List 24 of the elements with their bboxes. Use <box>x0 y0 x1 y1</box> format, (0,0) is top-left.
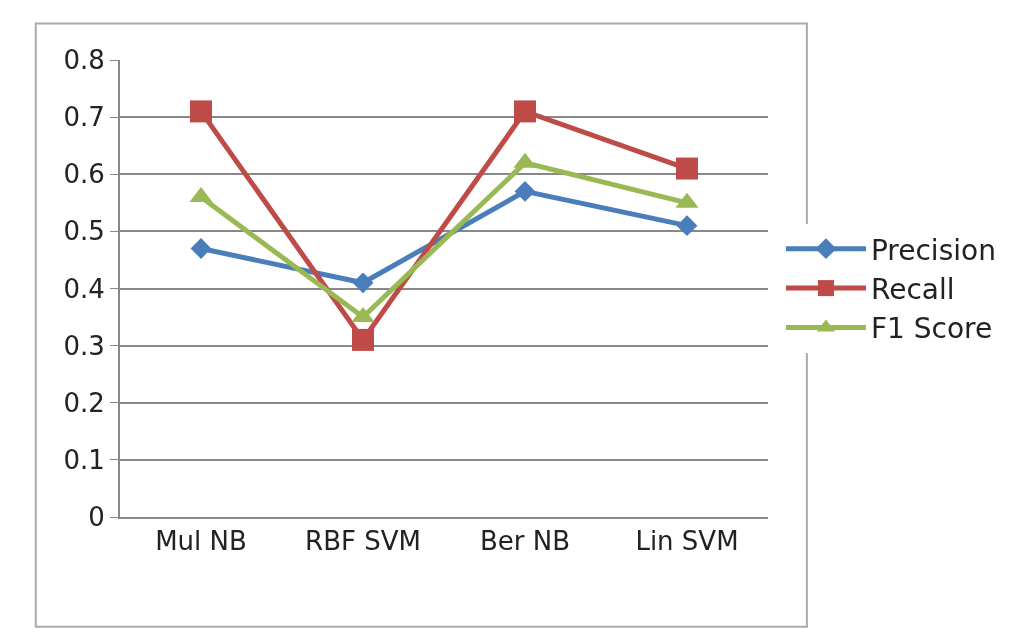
point <box>676 215 698 237</box>
point <box>190 238 212 259</box>
point <box>676 157 698 180</box>
point <box>190 100 212 123</box>
y-tick-label: 0.5 <box>63 216 105 247</box>
y-tick-label: 0.4 <box>63 273 105 304</box>
y-tick-label: 0.3 <box>63 330 105 361</box>
y-tick-label: 0 <box>88 502 105 533</box>
legend-label: Precision <box>870 233 996 267</box>
point <box>352 328 374 351</box>
x-tick-label: Lin SVM <box>635 526 739 557</box>
y-tick-label: 0.6 <box>63 159 105 190</box>
y-tick-label: 0.2 <box>63 387 105 418</box>
legend-label: Recall <box>870 273 955 307</box>
y-tick-label: 0.8 <box>63 45 105 76</box>
x-tick-label: RBF SVM <box>305 526 421 557</box>
y-tick-label: 0.7 <box>63 102 105 133</box>
legend-label: F1 Score <box>870 312 993 346</box>
point <box>514 100 536 123</box>
y-tick-label: 0.1 <box>63 444 105 475</box>
x-tick-label: Mul NB <box>155 526 247 557</box>
point <box>514 180 536 202</box>
x-tick-label: Ber NB <box>479 526 571 557</box>
point <box>352 272 374 294</box>
